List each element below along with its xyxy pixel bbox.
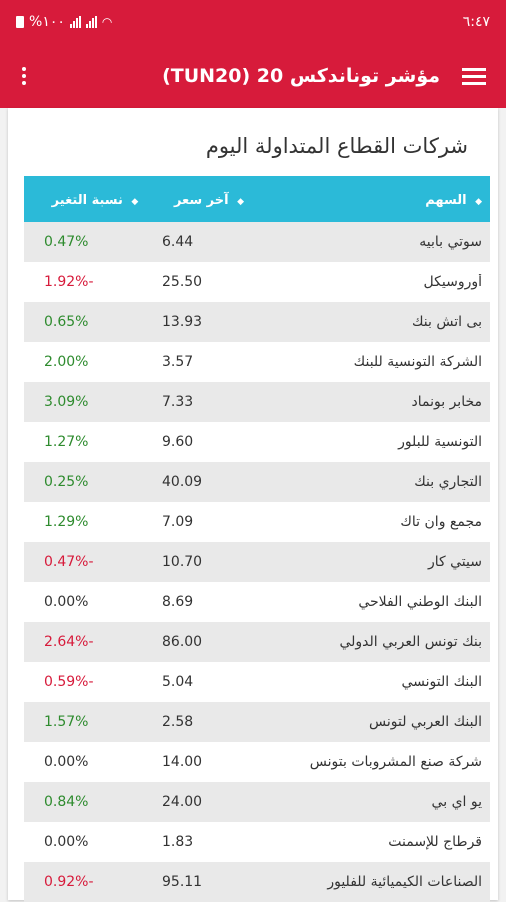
stock-change: 1.27% <box>44 434 89 450</box>
stock-change: 1.57% <box>44 714 89 730</box>
table-row[interactable]: مخابر بونماد 7.33 3.09% <box>24 382 490 422</box>
stock-price: 1.83 <box>162 834 194 850</box>
stock-name: مخابر بونماد <box>411 394 483 410</box>
header-change[interactable]: ◆ نسبة التغير <box>51 192 139 208</box>
stock-price: 7.09 <box>162 514 194 530</box>
table-row[interactable]: سوتي بابيه 6.44 0.47% <box>24 222 490 262</box>
table-row[interactable]: سيتي كار 10.70 -0.47% <box>24 542 490 582</box>
section-title: شركات القطاع المتداولة اليوم <box>205 134 468 158</box>
stock-name: الشركة التونسية للبنك <box>353 354 482 370</box>
wifi-icon: ◠ <box>101 15 113 29</box>
table-row[interactable]: التونسية للبلور 9.60 1.27% <box>24 422 490 462</box>
stock-name: سوتي بابيه <box>419 234 482 250</box>
stock-change: -0.59% <box>44 674 94 690</box>
stock-name: أوروسيكل <box>423 274 482 290</box>
table-row[interactable]: بى اتش بنك 13.93 0.65% <box>24 302 490 342</box>
stock-name: البنك التونسي <box>401 674 482 690</box>
app-toolbar: مؤشر توناندكس 20 (TUN20) <box>0 44 506 108</box>
stock-name: بى اتش بنك <box>411 314 482 330</box>
stock-price: 9.60 <box>162 434 194 450</box>
stock-name: قرطاج للإسمنت <box>388 834 482 850</box>
table-row[interactable]: البنك العربي لتونس 2.58 1.57% <box>24 702 490 742</box>
table-row[interactable]: مجمع وان تاك 7.09 1.29% <box>24 502 490 542</box>
status-time: ٦:٤٧ <box>462 14 490 30</box>
stock-name: شركة صنع المشروبات بتونس <box>309 754 482 770</box>
table-row[interactable]: يو اي بي 24.00 0.84% <box>24 782 490 822</box>
stock-change: 2.00% <box>44 354 89 370</box>
stock-name: سيتي كار <box>428 554 482 570</box>
sort-icon: ◆ <box>237 196 245 207</box>
stock-change: 0.47% <box>44 234 89 250</box>
stock-change: 0.65% <box>44 314 89 330</box>
stock-name: بنك تونس العربي الدولي <box>339 634 482 650</box>
stocks-table: ◆ السهم ◆ آخر سعر ◆ نسبة التغير سوتي باب… <box>24 178 490 902</box>
stock-price: 95.11 <box>162 874 203 890</box>
section-divider <box>24 176 490 178</box>
header-name[interactable]: ◆ السهم <box>425 192 482 208</box>
menu-icon[interactable] <box>462 67 486 85</box>
signal-icon-2 <box>85 16 97 28</box>
stock-change: 1.29% <box>44 514 89 530</box>
table-header: ◆ السهم ◆ آخر سعر ◆ نسبة التغير <box>24 178 490 222</box>
stock-name: مجمع وان تاك <box>400 514 482 530</box>
stock-price: 2.58 <box>162 714 194 730</box>
stock-price: 6.44 <box>162 234 194 250</box>
stock-price: 5.04 <box>162 674 194 690</box>
page-title: مؤشر توناندكس 20 (TUN20) <box>162 65 440 87</box>
stock-price: 10.70 <box>162 554 203 570</box>
sort-icon: ◆ <box>131 196 139 207</box>
stock-price: 25.50 <box>162 274 203 290</box>
status-bar: %١٠٠ ◠ ٦:٤٧ <box>0 0 506 44</box>
stock-change: -2.64% <box>44 634 94 650</box>
stock-price: 40.09 <box>162 474 203 490</box>
table-row[interactable]: الصناعات الكيميائية للفليور 95.11 -0.92% <box>24 862 490 902</box>
status-icons: %١٠٠ ◠ <box>16 14 112 30</box>
stock-change: 0.84% <box>44 794 89 810</box>
stock-change: 0.00% <box>44 594 89 610</box>
sector-card: شركات القطاع المتداولة اليوم ◆ السهم ◆ آ… <box>8 108 498 902</box>
table-row[interactable]: البنك التونسي 5.04 -0.59% <box>24 662 490 702</box>
stock-name: يو اي بي <box>431 794 482 810</box>
stock-change: 0.25% <box>44 474 89 490</box>
stock-name: الصناعات الكيميائية للفليور <box>327 874 482 890</box>
stock-price: 3.57 <box>162 354 194 370</box>
table-row[interactable]: الشركة التونسية للبنك 3.57 2.00% <box>24 342 490 382</box>
battery-level: %١٠٠ <box>29 14 65 30</box>
stock-price: 13.93 <box>162 314 203 330</box>
table-row[interactable]: البنك الوطني الفلاحي 8.69 0.00% <box>24 582 490 622</box>
stock-price: 8.69 <box>162 594 194 610</box>
header-price[interactable]: ◆ آخر سعر <box>173 192 245 208</box>
stock-change: -0.92% <box>44 874 94 890</box>
stock-change: -0.47% <box>44 554 94 570</box>
stock-name: البنك الوطني الفلاحي <box>358 594 482 610</box>
stock-name: التجاري بنك <box>414 474 482 490</box>
stock-name: التونسية للبلور <box>398 434 482 450</box>
sort-icon: ◆ <box>475 196 482 207</box>
table-row[interactable]: التجاري بنك 40.09 0.25% <box>24 462 490 502</box>
more-options-icon[interactable] <box>22 67 26 85</box>
stock-price: 86.00 <box>162 634 203 650</box>
stock-change: 0.00% <box>44 834 89 850</box>
stock-price: 7.33 <box>162 394 194 410</box>
stock-price: 14.00 <box>162 754 203 770</box>
stock-change: 0.00% <box>44 754 89 770</box>
table-row[interactable]: أوروسيكل 25.50 -1.92% <box>24 262 490 302</box>
stock-name: البنك العربي لتونس <box>369 714 482 730</box>
table-row[interactable]: قرطاج للإسمنت 1.83 0.00% <box>24 822 490 862</box>
signal-icon <box>69 16 81 28</box>
stock-change: -1.92% <box>44 274 94 290</box>
battery-icon <box>16 16 24 28</box>
table-row[interactable]: بنك تونس العربي الدولي 86.00 -2.64% <box>24 622 490 662</box>
stock-change: 3.09% <box>44 394 89 410</box>
stock-price: 24.00 <box>162 794 203 810</box>
table-row[interactable]: شركة صنع المشروبات بتونس 14.00 0.00% <box>24 742 490 782</box>
table-body: سوتي بابيه 6.44 0.47% أوروسيكل 25.50 -1.92% بى… <box>24 222 490 902</box>
